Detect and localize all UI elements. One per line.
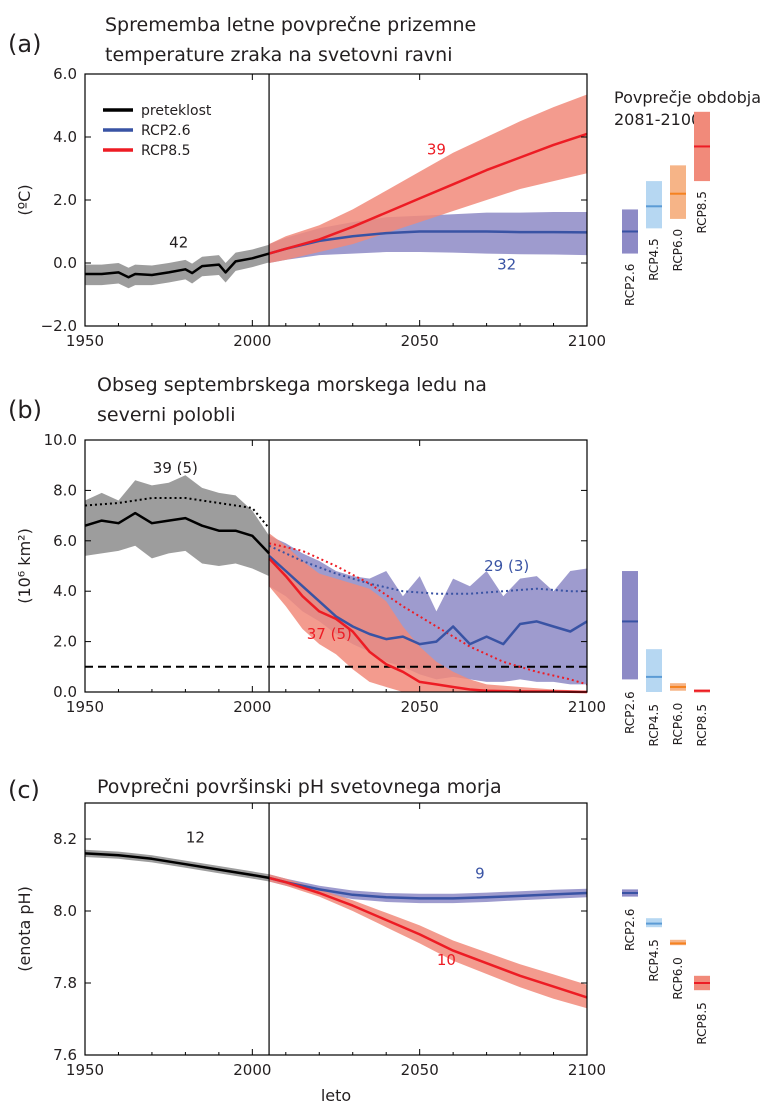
series-line-preteklost [84,511,271,555]
panel-label: (c) [8,776,40,804]
y-tick-label: 7.6 [53,1046,77,1064]
side-bar-label: RCP6.0 [671,957,685,999]
side-bars-title: 2081-2100 [614,110,701,129]
y-tick-label: 7.8 [53,974,77,992]
series-line-RCP2.6 [268,876,588,900]
side-bar [622,571,638,680]
series-line-RCP2.6 [268,554,588,646]
y-tick-label: 0.0 [53,683,77,701]
y-tick-label: −2.0 [41,317,77,335]
series-line-RCP8.5 [268,557,588,694]
y-axis-label: (10⁶ km²) [15,528,34,604]
y-tick-label: 2.0 [53,633,77,651]
annotation: 10 [437,951,456,969]
side-bars-title: Povprečje obdobja [614,88,761,107]
band-RCP8.5 [269,533,587,692]
dotted-line-RCP2.6 [268,544,587,595]
x-tick-label: 2000 [233,698,271,716]
series-line-preteklost [85,252,270,279]
panel-label: (b) [8,396,42,424]
side-bar [670,165,686,219]
series-line-preteklost [84,852,270,880]
annotation: 39 (5) [153,459,198,477]
legend-label: preteklost [141,103,212,119]
x-tick-label: 2050 [401,1061,439,1079]
side-bar [646,181,662,229]
side-bar [646,649,662,692]
side-bar-label: RCP2.6 [623,691,637,733]
band-RCP2.6 [269,535,587,685]
x-tick-label: 1950 [66,332,104,350]
dotted-line-RCP8.5 [268,542,588,686]
band-RCP8.5 [269,94,587,263]
y-tick-label: 0.0 [53,254,77,272]
y-tick-label: 6.0 [53,532,77,550]
annotation: 12 [186,829,205,847]
plot-frame [84,802,588,1056]
side-bar-label: RCP4.5 [647,238,661,280]
y-tick-label: 10.0 [44,431,77,449]
side-bar-label: RCP2.6 [623,909,637,951]
annotation: 42 [169,233,188,251]
side-bar-label: RCP6.0 [671,703,685,745]
annotation: 39 [427,140,446,158]
y-tick-label: 8.0 [53,481,77,499]
x-tick-label: 2100 [568,332,606,350]
annotation: 32 [497,255,516,273]
side-bar-label: RCP8.5 [695,1002,709,1044]
panel-label: (a) [8,30,41,58]
plot-frame [84,439,588,693]
y-tick-label: 6.0 [53,65,77,83]
panel-a: (a) Sprememba letne povprečne prizemne tem… [8,14,761,350]
y-tick-label: 8.2 [53,830,77,848]
side-bar-label: RCP4.5 [647,939,661,981]
x-tick-label: 1950 [66,698,104,716]
side-bar-label: RCP6.0 [671,229,685,271]
panel-title-line: severni polobli [97,404,236,426]
series-line-RCP8.5 [268,132,588,255]
x-tick-label: 1950 [66,1061,104,1079]
annotation: 37 (5) [307,625,352,643]
annotation: 29 (3) [484,557,529,575]
panel-title-line: Obseg septembrskega morskega ledu na [97,374,487,396]
x-tick-label: 2100 [568,1061,606,1079]
x-tick-label: 2000 [233,332,271,350]
side-bar-label: RCP8.5 [695,191,709,233]
annotation: 9 [475,865,485,883]
y-tick-label: 4.0 [53,128,77,146]
legend-label: RCP2.6 [141,123,191,139]
band-preteklost [85,475,270,577]
y-tick-label: 2.0 [53,191,77,209]
side-bar-label: RCP4.5 [647,704,661,746]
x-tick-label: 2050 [401,698,439,716]
side-bar-label: RCP2.6 [623,264,637,306]
x-tick-label: 2050 [401,332,439,350]
x-axis-label: leto [321,1086,351,1105]
panel-title-line: temperature zraka na svetovni ravni [105,44,453,66]
y-axis-label: (enota pH) [15,886,34,972]
panel-b: (b) Obseg septembrskega morskega ledu na s… [8,374,710,746]
panel-title-line: Sprememba letne povprečne prizemne [105,14,476,36]
series-line-RCP8.5 [268,876,588,999]
y-tick-label: 8.0 [53,902,77,920]
panel-title-line: Povprečni površinski pH svetovnega morja [97,776,502,798]
x-tick-label: 2000 [233,1061,271,1079]
y-tick-label: 4.0 [53,582,77,600]
band-RCP8.5 [269,874,587,1009]
panel-c: (c) Povprečni površinski pH svetovnega mo… [8,776,710,1079]
y-axis-label: (ºC) [15,184,34,215]
x-tick-label: 2100 [568,698,606,716]
dotted-line-preteklost [84,497,270,529]
legend-label: RCP8.5 [141,143,191,159]
side-bar-label: RCP8.5 [695,704,709,746]
